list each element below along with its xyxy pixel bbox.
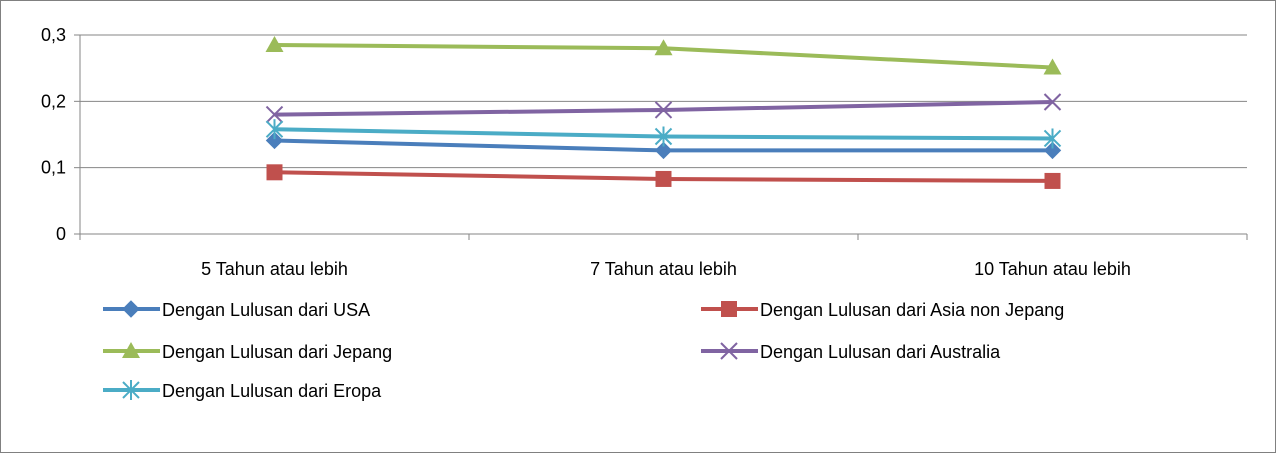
legend-label: Dengan Lulusan dari Asia non Jepang [760,300,1064,320]
y-tick-label: 0,2 [41,91,66,111]
y-tick-label: 0,1 [41,158,66,178]
legend-label: Dengan Lulusan dari Jepang [162,342,392,362]
legend-marker [721,301,737,317]
data-point [656,171,672,187]
x-tick-label: 10 Tahun atau lebih [974,259,1131,279]
x-tick-label: 7 Tahun atau lebih [590,259,737,279]
data-point [1045,173,1061,189]
y-tick-label: 0 [56,224,66,244]
data-point [267,164,283,180]
y-tick-label: 0,3 [41,25,66,45]
legend-label: Dengan Lulusan dari Australia [760,342,1001,362]
legend-label: Dengan Lulusan dari USA [162,300,370,320]
legend-label: Dengan Lulusan dari Eropa [162,381,382,401]
x-tick-label: 5 Tahun atau lebih [201,259,348,279]
